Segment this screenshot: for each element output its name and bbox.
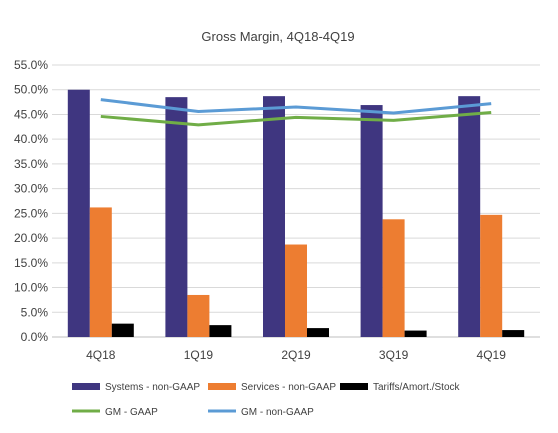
legend-label: GM - GAAP	[105, 407, 158, 418]
y-tick-label: 15.0%	[14, 256, 48, 270]
legend-swatch	[340, 383, 368, 390]
bar	[285, 244, 307, 337]
legend-item: Systems - non-GAAP	[72, 382, 200, 393]
y-tick-labels: 0.0% 5.0% 10.0% 15.0% 20.0% 25.0% 30.0% 35.0% 40…	[14, 58, 48, 344]
x-category-label: 2Q19	[281, 348, 311, 362]
y-tick-label: 10.0%	[14, 281, 48, 295]
x-category-labels: 4Q18 1Q19 2Q19 3Q19 4Q19	[86, 348, 506, 362]
bar	[111, 323, 134, 337]
bar	[458, 96, 481, 337]
lines	[100, 98, 492, 127]
bar	[480, 214, 503, 337]
y-tick-label: 0.0%	[21, 330, 49, 344]
bar	[382, 219, 405, 337]
legend-item: GM - GAAP	[72, 407, 158, 418]
legend-label: Systems - non-GAAP	[105, 382, 200, 393]
bar	[360, 105, 383, 337]
legend-item: Tariffs/Amort./Stock	[340, 382, 461, 393]
bar	[307, 328, 329, 337]
bar	[89, 207, 112, 337]
legend-swatch	[208, 383, 236, 390]
x-category-label: 4Q18	[86, 348, 116, 362]
legend: Systems - non-GAAP Services - non-GAAP Tar…	[72, 382, 461, 418]
legend-item: GM - non-GAAP	[208, 407, 314, 418]
bar	[165, 97, 188, 338]
legend-label: Services - non-GAAP	[241, 382, 336, 393]
bar	[67, 89, 90, 338]
y-tick-label: 25.0%	[14, 206, 48, 220]
bar	[263, 96, 285, 337]
y-tick-label: 50.0%	[14, 83, 48, 97]
y-tick-label: 55.0%	[14, 58, 48, 72]
series-line	[100, 110, 492, 127]
y-tick-label: 35.0%	[14, 157, 48, 171]
bar	[404, 330, 427, 337]
y-tick-label: 20.0%	[14, 231, 48, 245]
series-line	[100, 98, 492, 115]
legend-swatch	[72, 383, 100, 390]
bars	[67, 89, 525, 338]
legend-item: Services - non-GAAP	[208, 382, 336, 393]
y-tick-label: 40.0%	[14, 132, 48, 146]
y-tick-label: 5.0%	[21, 305, 49, 319]
chart-title: Gross Margin, 4Q18-4Q19	[201, 29, 354, 44]
y-tick-label: 30.0%	[14, 182, 48, 196]
bar	[187, 294, 210, 337]
bar	[209, 325, 232, 337]
bar	[502, 330, 525, 337]
x-category-label: 4Q19	[477, 348, 507, 362]
x-category-label: 3Q19	[379, 348, 409, 362]
legend-label: GM - non-GAAP	[241, 407, 314, 418]
legend-label: Tariffs/Amort./Stock	[373, 382, 461, 393]
y-tick-label: 45.0%	[14, 107, 48, 121]
x-category-label: 1Q19	[184, 348, 214, 362]
